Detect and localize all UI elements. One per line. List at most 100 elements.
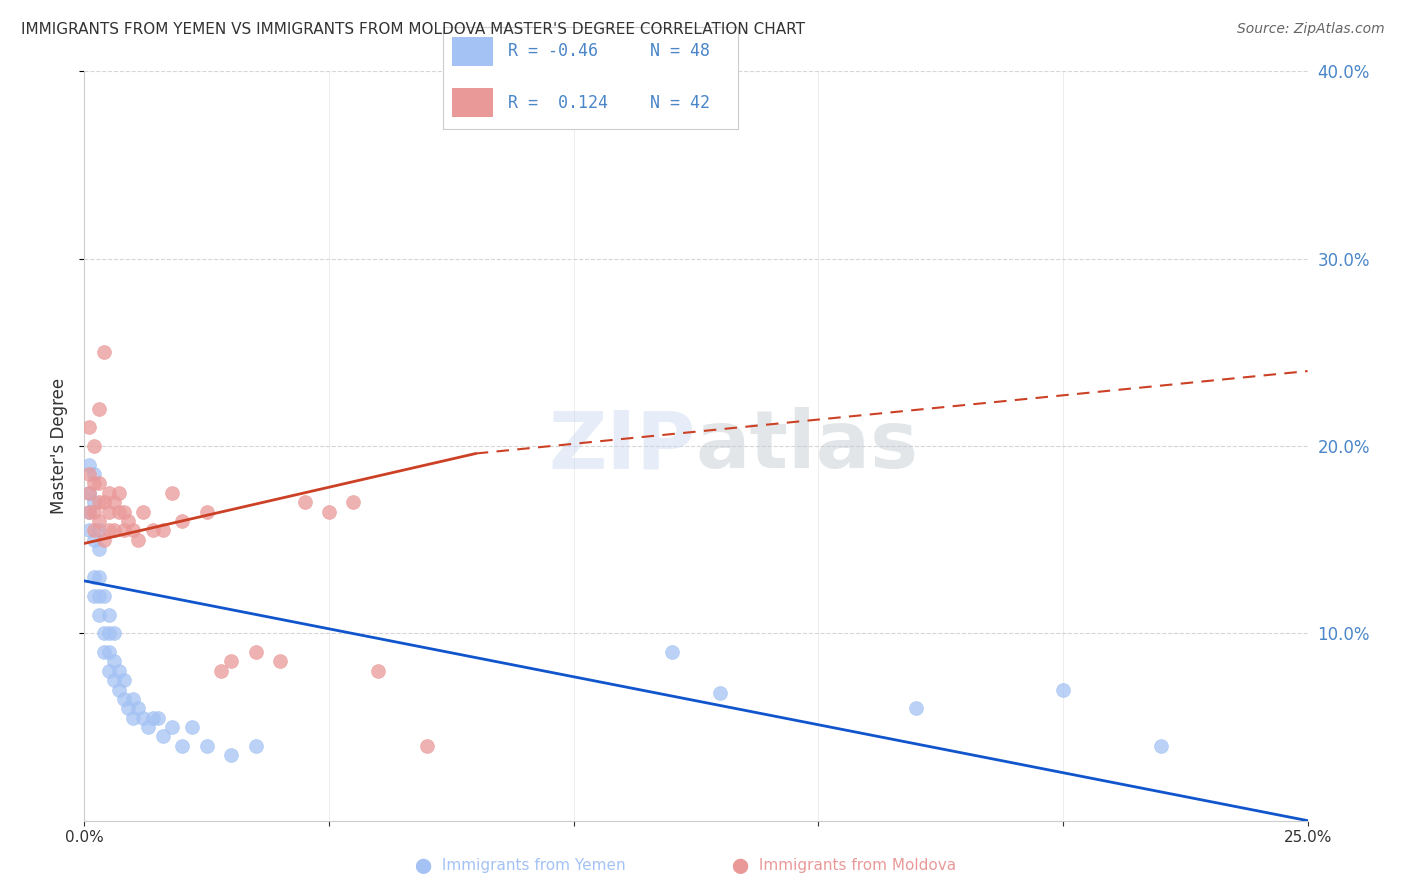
Point [209,664,232,678]
Point [172,739,194,753]
Point [97,645,120,659]
Point [1150,739,1173,753]
Point [219,747,242,762]
Point [83,505,105,519]
Point [132,710,155,724]
Point [97,505,120,519]
Point [146,710,169,724]
Point [162,720,184,734]
Point [93,533,115,547]
Point [97,607,120,622]
Point [77,420,100,434]
Point [87,570,110,584]
Text: ⬤  Immigrants from Moldova: ⬤ Immigrants from Moldova [731,858,956,874]
Point [93,589,115,603]
Point [103,524,125,538]
Point [1052,682,1074,697]
Point [162,486,184,500]
Point [245,645,267,659]
Point [77,486,100,500]
Point [103,495,125,509]
Point [245,739,267,753]
Point [93,645,115,659]
Point [142,710,165,724]
Point [87,476,110,491]
Point [172,514,194,528]
Point [87,607,110,622]
Text: R = -0.46: R = -0.46 [508,43,598,61]
Point [87,589,110,603]
Point [87,495,110,509]
Point [97,486,120,500]
Point [112,673,135,688]
Point [112,524,135,538]
Point [77,505,100,519]
Text: Source: ZipAtlas.com: Source: ZipAtlas.com [1237,22,1385,37]
Point [83,533,105,547]
Point [87,401,110,416]
Point [117,514,139,528]
Point [93,626,115,640]
Point [103,673,125,688]
Point [122,692,145,706]
Point [87,524,110,538]
Point [87,542,110,557]
Point [83,524,105,538]
Point [77,458,100,472]
Point [97,524,120,538]
Point [87,514,110,528]
Point [661,645,683,659]
Point [77,486,100,500]
Point [195,739,218,753]
Point [83,589,105,603]
Point [77,505,100,519]
Point [132,505,155,519]
Point [294,495,316,509]
Point [107,664,129,678]
Point [122,524,145,538]
Point [416,739,439,753]
Point [83,439,105,453]
Point [77,524,100,538]
Point [97,664,120,678]
Text: ZIP: ZIP [548,407,696,485]
Y-axis label: Master's Degree: Master's Degree [51,378,69,514]
Point [93,345,115,359]
Point [83,467,105,482]
Text: N = 48: N = 48 [650,43,710,61]
Point [709,686,731,700]
Point [181,720,204,734]
Point [107,486,129,500]
Point [83,476,105,491]
Text: IMMIGRANTS FROM YEMEN VS IMMIGRANTS FROM MOLDOVA MASTER'S DEGREE CORRELATION CHA: IMMIGRANTS FROM YEMEN VS IMMIGRANTS FROM… [21,22,806,37]
Point [103,626,125,640]
Point [112,505,135,519]
Point [195,505,218,519]
Point [127,701,149,715]
Point [112,692,135,706]
Text: R =  0.124: R = 0.124 [508,94,607,112]
Point [122,710,145,724]
Point [342,495,364,509]
Point [152,730,174,744]
Point [219,655,242,669]
Point [107,505,129,519]
Point [93,495,115,509]
Bar [451,37,494,66]
Point [152,524,174,538]
Point [127,533,149,547]
Point [367,664,389,678]
Point [117,701,139,715]
Point [83,570,105,584]
Point [103,655,125,669]
Text: atlas: atlas [696,407,920,485]
Point [107,682,129,697]
Point [97,626,120,640]
Bar [451,88,494,117]
Text: N = 42: N = 42 [650,94,710,112]
Point [136,720,159,734]
Point [269,655,291,669]
Point [905,701,928,715]
Text: ⬤  Immigrants from Yemen: ⬤ Immigrants from Yemen [415,858,626,874]
Point [83,495,105,509]
